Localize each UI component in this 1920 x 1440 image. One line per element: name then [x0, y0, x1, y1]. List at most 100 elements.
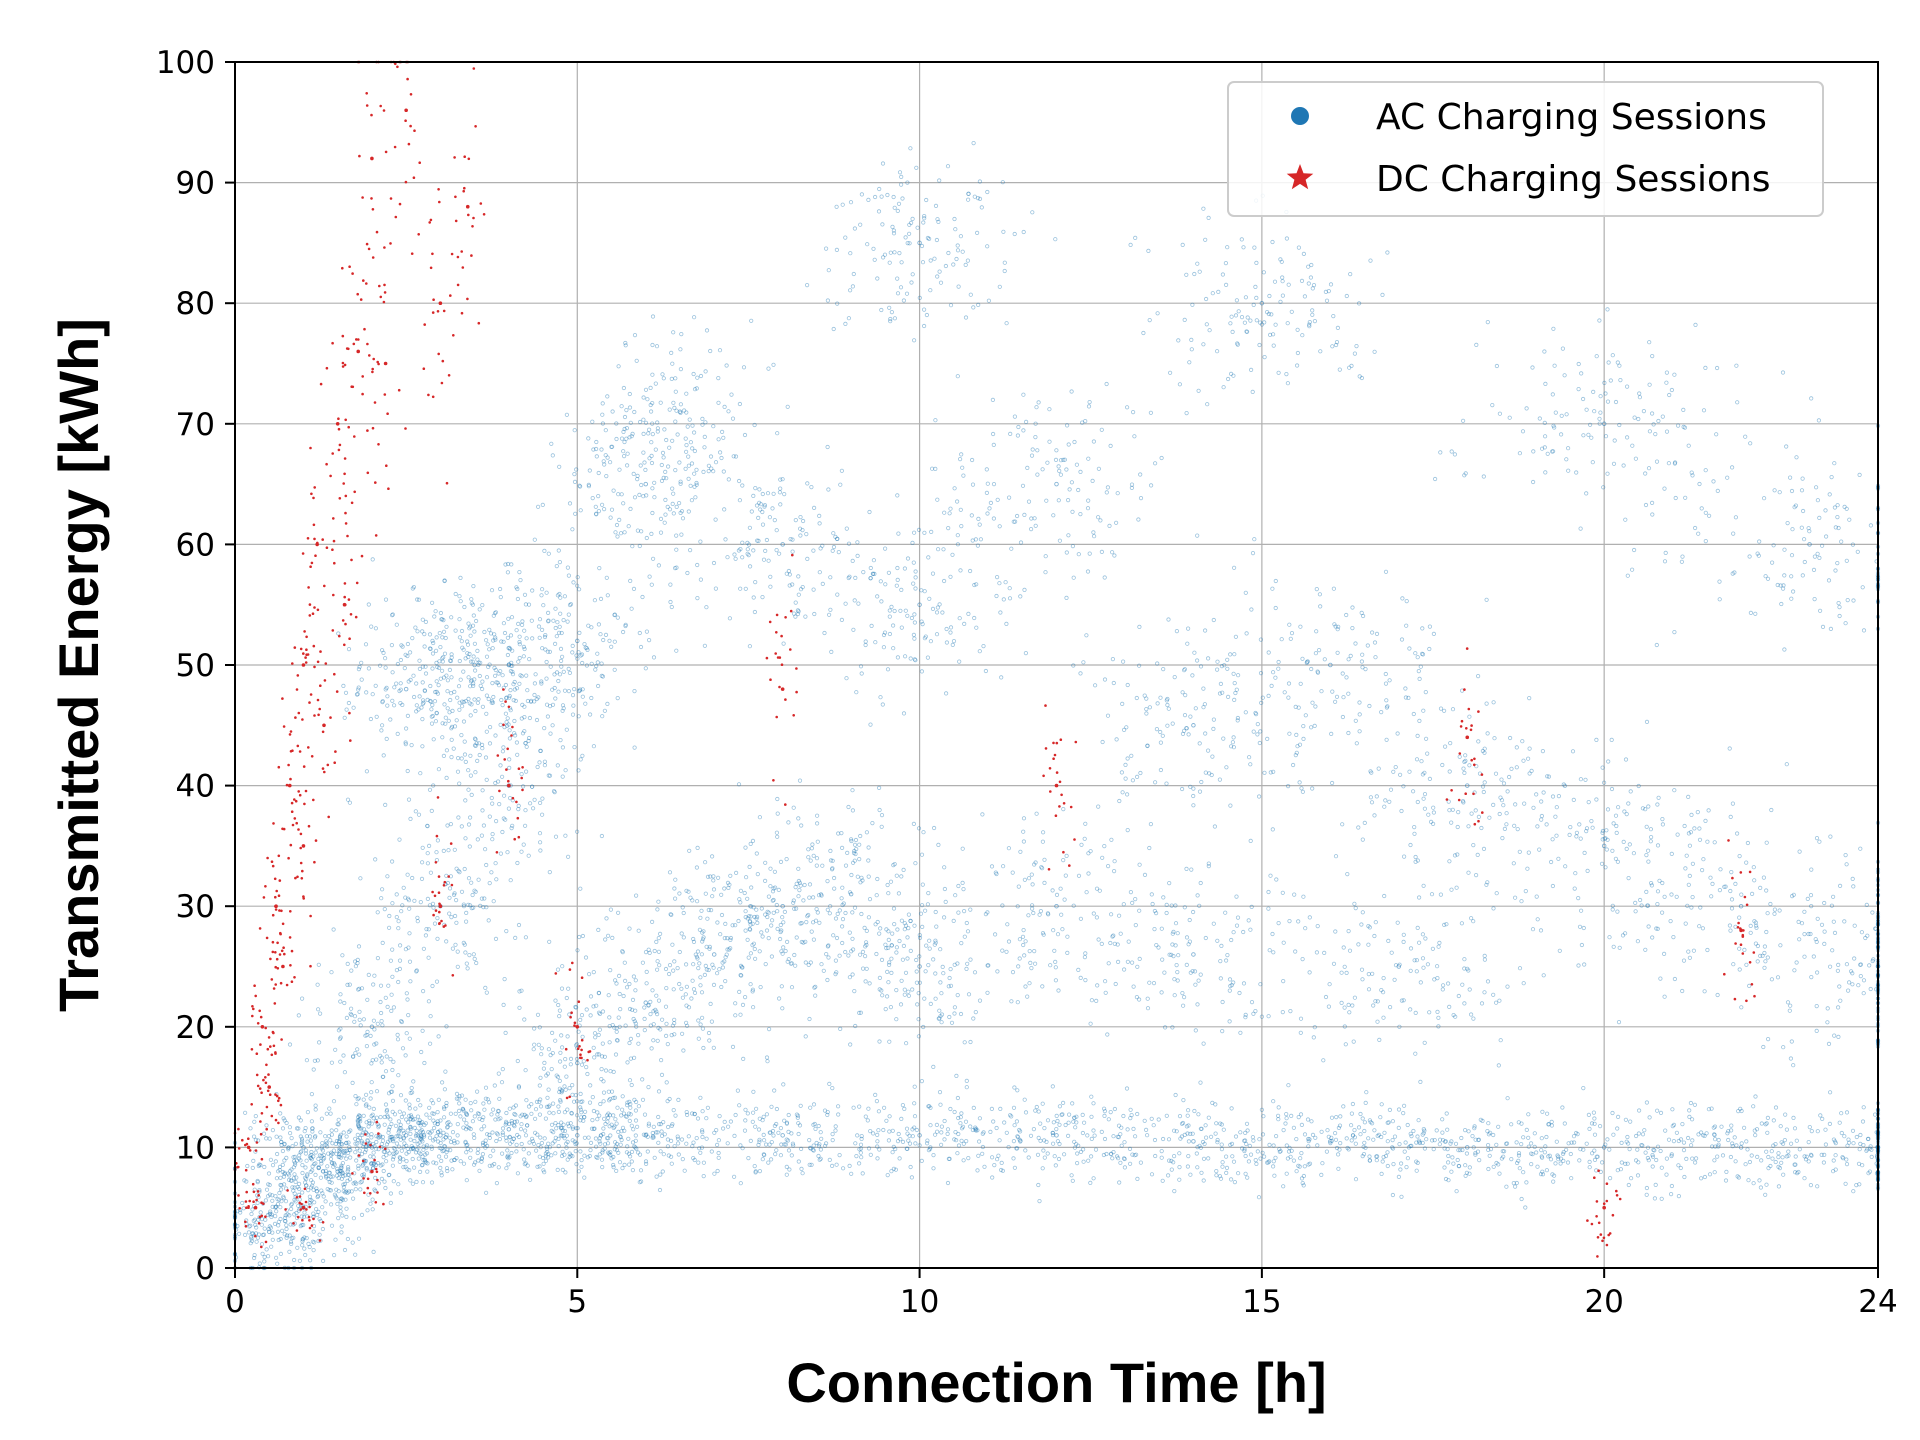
ac-point: [719, 912, 725, 918]
ac-point: [415, 629, 420, 634]
ac-point: [466, 621, 471, 626]
ac-point: [1035, 1152, 1041, 1157]
ac-point: [553, 1151, 558, 1156]
ac-point: [414, 681, 419, 686]
ac-point: [1577, 1158, 1582, 1163]
ac-point: [505, 1153, 510, 1158]
ac-point: [1784, 1127, 1790, 1132]
ac-point: [740, 1002, 746, 1008]
ac-point: [974, 625, 979, 630]
ac-point: [752, 946, 757, 952]
ac-point: [672, 959, 677, 964]
ac-point: [1362, 1128, 1367, 1134]
ac-point: [800, 1171, 805, 1176]
ac-point: [1087, 551, 1092, 556]
ac-point: [1694, 1156, 1699, 1161]
ac-point: [771, 910, 776, 915]
ac-point: [263, 1198, 268, 1203]
ac-point: [627, 1118, 632, 1124]
ac-point: [1026, 499, 1032, 504]
ac-point: [587, 1100, 593, 1105]
ac-point: [395, 1037, 401, 1042]
ac-point: [646, 1121, 652, 1126]
ac-point: [1611, 1132, 1616, 1137]
ac-point: [404, 1159, 409, 1164]
ac-point: [1021, 428, 1026, 433]
ac-point: [595, 1117, 600, 1122]
ac-point: [505, 570, 510, 575]
ac-point: [1118, 1132, 1123, 1137]
ac-point: [1391, 1162, 1396, 1167]
ac-point: [843, 863, 849, 868]
ac-point: [423, 1159, 428, 1164]
ac-point: [692, 1112, 697, 1117]
ac-point: [383, 1102, 389, 1107]
ac-point: [521, 842, 526, 847]
ac-point: [1839, 1130, 1844, 1136]
ac-point: [507, 1121, 512, 1127]
ac-point: [1416, 1118, 1421, 1123]
ac-point: [1592, 1148, 1597, 1153]
ac-point: [637, 419, 643, 425]
ac-point: [423, 1152, 428, 1157]
ac-point: [677, 981, 682, 987]
ac-point: [780, 1006, 785, 1011]
ac-point: [598, 1141, 603, 1146]
ac-point: [994, 574, 1000, 580]
ac-point: [761, 1132, 766, 1138]
ac-point: [1198, 1080, 1203, 1085]
ac-point: [754, 851, 759, 856]
ac-point: [465, 1146, 470, 1152]
ac-point: [588, 1013, 593, 1018]
ac-point: [468, 1126, 473, 1132]
ac-point: [568, 1062, 573, 1067]
ac-point: [795, 1113, 801, 1118]
ac-point: [1149, 1172, 1155, 1177]
ac-point: [1276, 1117, 1281, 1122]
ac-point: [586, 436, 591, 441]
ac-point: [482, 629, 487, 635]
ac-point: [408, 1178, 413, 1183]
ac-point: [291, 1235, 296, 1240]
ac-point: [282, 1218, 287, 1224]
ac-point: [622, 1128, 627, 1133]
ac-point: [1253, 1158, 1258, 1163]
ac-point: [356, 1113, 362, 1118]
ac-point: [624, 407, 629, 413]
ac-point: [696, 1160, 701, 1165]
ac-point: [569, 1111, 574, 1116]
ac-point: [1177, 1165, 1182, 1170]
ac-point: [685, 424, 690, 429]
ac-point: [781, 1082, 786, 1087]
ac-point: [641, 1132, 647, 1137]
ac-point: [1153, 1153, 1158, 1159]
ac-point: [838, 1026, 843, 1032]
ac-point: [658, 400, 663, 405]
ac-point: [885, 667, 891, 672]
ac-point: [1464, 1151, 1470, 1156]
ac-point: [1374, 1158, 1379, 1163]
ac-point: [1808, 1183, 1814, 1188]
ac-point: [265, 1254, 271, 1259]
ac-point: [899, 874, 904, 879]
ac-point: [442, 1144, 447, 1149]
ac-point: [573, 1141, 578, 1147]
ac-point: [1050, 1130, 1056, 1136]
ac-point: [1114, 520, 1119, 525]
ac-point: [390, 1157, 396, 1162]
ac-point: [1233, 1134, 1239, 1139]
ac-point: [454, 866, 459, 871]
ac-point: [1014, 513, 1020, 519]
ac-point: [565, 1034, 570, 1039]
ac-point: [722, 886, 727, 891]
ac-point: [248, 1223, 253, 1228]
ac-point: [699, 1128, 705, 1133]
ac-point: [1802, 1154, 1807, 1159]
ac-point: [343, 1190, 348, 1195]
ac-point: [1806, 1140, 1811, 1145]
ac-point: [641, 417, 646, 422]
ac-point: [774, 1148, 779, 1153]
ac-point: [268, 1225, 273, 1230]
ac-point: [1012, 1165, 1018, 1170]
ac-point: [611, 488, 616, 493]
